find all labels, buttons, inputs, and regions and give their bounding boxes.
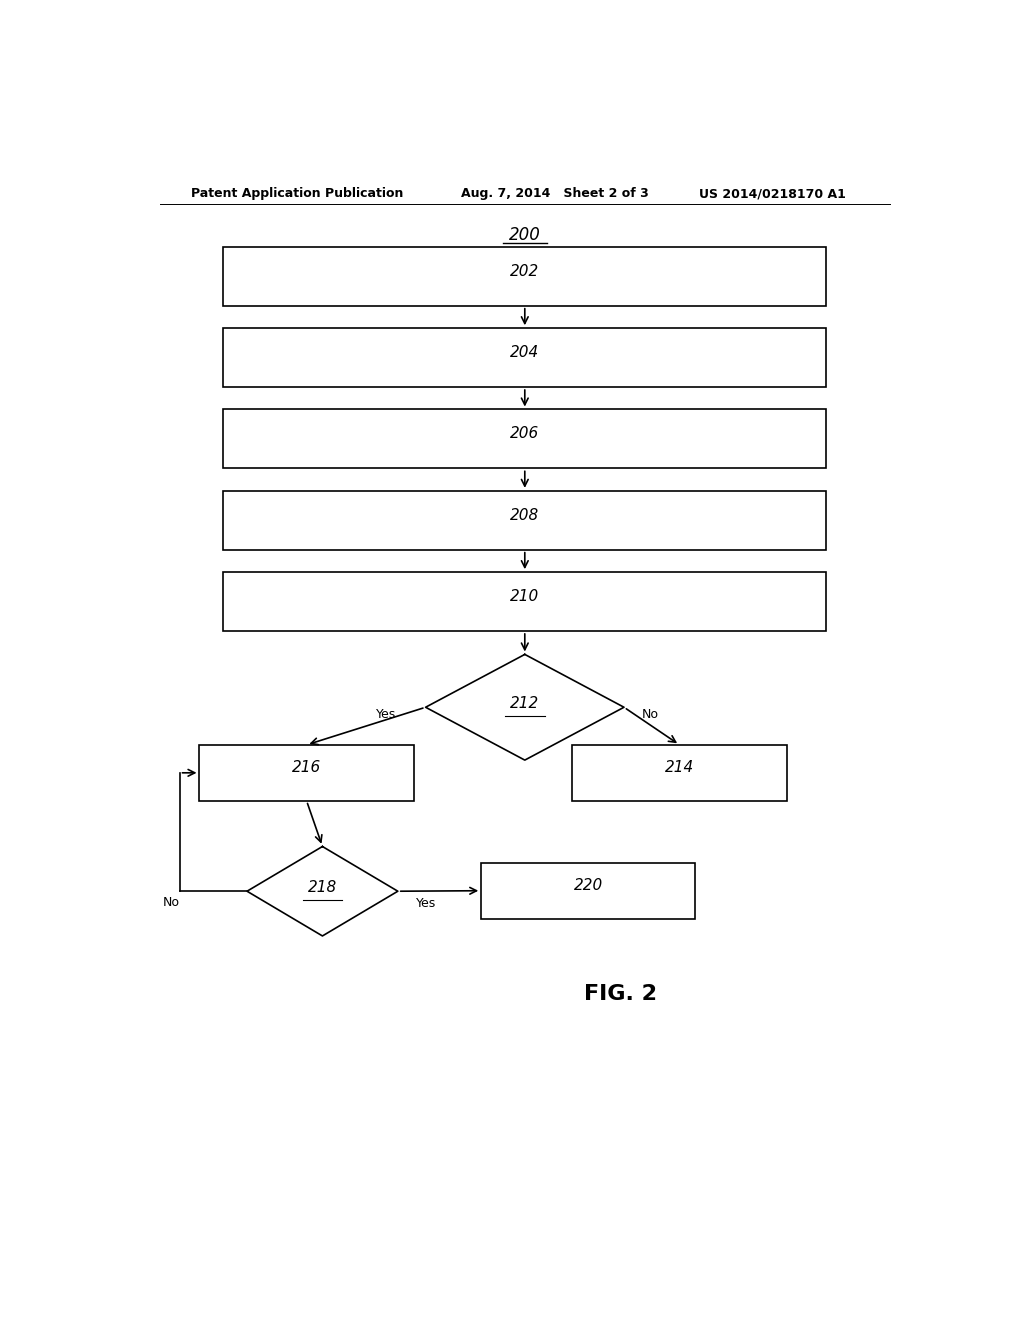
FancyBboxPatch shape xyxy=(200,744,414,801)
FancyBboxPatch shape xyxy=(223,409,826,469)
Text: Patent Application Publication: Patent Application Publication xyxy=(191,187,403,201)
Text: US 2014/0218170 A1: US 2014/0218170 A1 xyxy=(699,187,846,201)
Polygon shape xyxy=(247,846,397,936)
Text: 218: 218 xyxy=(308,879,337,895)
FancyBboxPatch shape xyxy=(481,863,695,919)
Text: 208: 208 xyxy=(510,508,540,523)
FancyBboxPatch shape xyxy=(223,247,826,306)
Text: Yes: Yes xyxy=(376,708,396,721)
Text: FIG. 2: FIG. 2 xyxy=(584,983,656,1005)
Text: 220: 220 xyxy=(573,878,603,894)
Text: Yes: Yes xyxy=(416,896,436,909)
FancyBboxPatch shape xyxy=(223,491,826,549)
FancyBboxPatch shape xyxy=(223,572,826,631)
Text: 212: 212 xyxy=(510,696,540,710)
Text: 200: 200 xyxy=(509,226,541,244)
Text: 214: 214 xyxy=(665,760,694,775)
Text: 206: 206 xyxy=(510,426,540,441)
Polygon shape xyxy=(426,655,624,760)
Text: 210: 210 xyxy=(510,589,540,605)
Text: 216: 216 xyxy=(292,760,322,775)
Text: No: No xyxy=(163,896,180,909)
Text: 204: 204 xyxy=(510,345,540,360)
Text: No: No xyxy=(642,708,658,721)
Text: 202: 202 xyxy=(510,264,540,279)
Text: Aug. 7, 2014   Sheet 2 of 3: Aug. 7, 2014 Sheet 2 of 3 xyxy=(461,187,649,201)
FancyBboxPatch shape xyxy=(223,329,826,387)
FancyBboxPatch shape xyxy=(572,744,786,801)
